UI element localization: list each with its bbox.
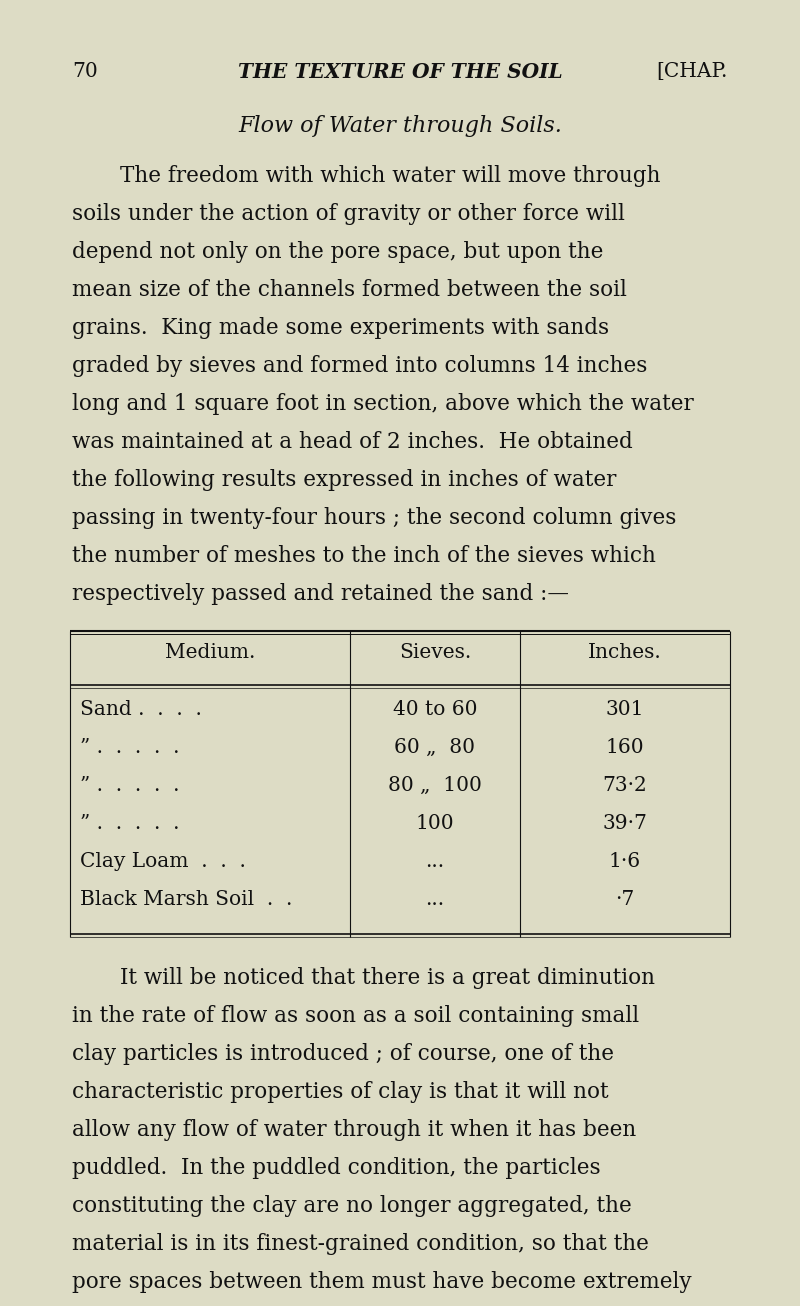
Text: Black Marsh Soil  .  .: Black Marsh Soil . .: [80, 889, 292, 909]
Text: 301: 301: [606, 700, 644, 720]
Text: 80 „  100: 80 „ 100: [388, 776, 482, 795]
Text: in the rate of flow as soon as a soil containing small: in the rate of flow as soon as a soil co…: [72, 1006, 639, 1027]
Text: 40 to 60: 40 to 60: [393, 700, 478, 720]
Text: allow any flow of water through it when it has been: allow any flow of water through it when …: [72, 1119, 636, 1141]
Text: pore spaces between them must have become extremely: pore spaces between them must have becom…: [72, 1271, 692, 1293]
Text: It will be noticed that there is a great diminution: It will be noticed that there is a great…: [120, 966, 655, 989]
Text: clay particles is introduced ; of course, one of the: clay particles is introduced ; of course…: [72, 1043, 614, 1064]
Text: was maintained at a head of 2 inches.  He obtained: was maintained at a head of 2 inches. He…: [72, 431, 633, 453]
Text: the following results expressed in inches of water: the following results expressed in inche…: [72, 469, 616, 491]
Text: the number of meshes to the inch of the sieves which: the number of meshes to the inch of the …: [72, 545, 656, 567]
Text: 1·6: 1·6: [609, 852, 641, 871]
Text: Medium.: Medium.: [165, 643, 255, 662]
Text: [CHAP.: [CHAP.: [657, 61, 728, 81]
Text: Sand .  .  .  .: Sand . . . .: [80, 700, 202, 720]
Text: graded by sieves and formed into columns 14 inches: graded by sieves and formed into columns…: [72, 355, 647, 377]
Text: ·7: ·7: [615, 889, 634, 909]
Text: Sieves.: Sieves.: [399, 643, 471, 662]
Text: 39·7: 39·7: [602, 814, 647, 833]
Text: The freedom with which water will move through: The freedom with which water will move t…: [120, 165, 661, 187]
Text: Clay Loam  .  .  .: Clay Loam . . .: [80, 852, 246, 871]
Text: ” .  .  .  .  .: ” . . . . .: [80, 814, 179, 833]
Text: 60 „  80: 60 „ 80: [394, 738, 475, 757]
Text: constituting the clay are no longer aggregated, the: constituting the clay are no longer aggr…: [72, 1195, 632, 1217]
Text: puddled.  In the puddled condition, the particles: puddled. In the puddled condition, the p…: [72, 1157, 601, 1179]
Text: grains.  King made some experiments with sands: grains. King made some experiments with …: [72, 317, 609, 340]
Text: Flow of Water through Soils.: Flow of Water through Soils.: [238, 115, 562, 137]
Text: ” .  .  .  .  .: ” . . . . .: [80, 738, 179, 757]
Text: THE TEXTURE OF THE SOIL: THE TEXTURE OF THE SOIL: [238, 61, 562, 82]
Text: 70: 70: [72, 61, 98, 81]
Text: ...: ...: [426, 889, 445, 909]
Text: soils under the action of gravity or other force will: soils under the action of gravity or oth…: [72, 202, 625, 225]
Text: ” .  .  .  .  .: ” . . . . .: [80, 776, 179, 795]
Text: depend not only on the pore space, but upon the: depend not only on the pore space, but u…: [72, 242, 603, 263]
Text: material is in its finest-grained condition, so that the: material is in its finest-grained condit…: [72, 1233, 649, 1255]
Text: characteristic properties of clay is that it will not: characteristic properties of clay is tha…: [72, 1081, 609, 1104]
Text: passing in twenty-four hours ; the second column gives: passing in twenty-four hours ; the secon…: [72, 507, 676, 529]
Text: ...: ...: [426, 852, 445, 871]
Text: Inches.: Inches.: [588, 643, 662, 662]
Text: long and 1 square foot in section, above which the water: long and 1 square foot in section, above…: [72, 393, 694, 415]
Text: 100: 100: [416, 814, 454, 833]
Text: 160: 160: [606, 738, 644, 757]
Text: respectively passed and retained the sand :—: respectively passed and retained the san…: [72, 582, 569, 605]
Text: mean size of the channels formed between the soil: mean size of the channels formed between…: [72, 279, 627, 300]
Text: 73·2: 73·2: [602, 776, 647, 795]
